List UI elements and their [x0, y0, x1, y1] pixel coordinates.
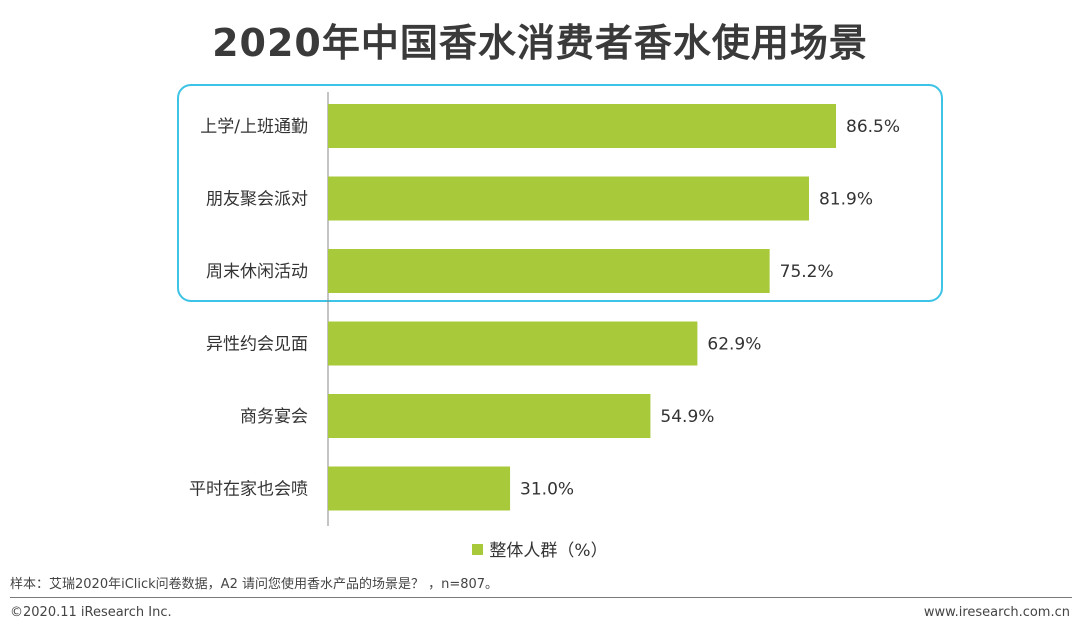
bar	[328, 249, 770, 293]
legend-swatch	[472, 544, 484, 555]
value-label: 75.2%	[780, 262, 834, 282]
value-label: 54.9%	[660, 407, 714, 427]
bar	[328, 104, 836, 148]
category-label: 平时在家也会喷	[189, 480, 308, 500]
chart-title: 2020年中国香水消费者香水使用场景	[212, 21, 868, 65]
website-text: www.iresearch.com.cn	[923, 605, 1070, 620]
legend-label: 整体人群（%）	[489, 541, 608, 561]
copyright-text: ©2020.11 iResearch Inc.	[10, 605, 172, 620]
bar-chart: 上学/上班通勤 86.5% 朋友聚会派对 81.9% 周末休闲活动 75.2% 异性约会见面…	[189, 92, 900, 526]
value-label: 81.9%	[819, 190, 873, 210]
value-label: 31.0%	[520, 480, 574, 500]
footer-divider	[10, 597, 1072, 598]
sample-note: 样本：艾瑞2020年iClick问卷数据，A2 请问您使用香水产品的场景是？ ，…	[10, 577, 499, 592]
category-label: 商务宴会	[240, 407, 308, 427]
highlight-box	[177, 84, 943, 302]
bar	[328, 176, 809, 221]
category-label: 朋友聚会派对	[206, 190, 308, 210]
value-label: 62.9%	[707, 335, 761, 355]
value-label: 86.5%	[846, 117, 900, 137]
bar	[328, 466, 511, 511]
category-label: 异性约会见面	[206, 335, 308, 355]
category-label: 周末休闲活动	[206, 262, 308, 282]
category-label: 上学/上班通勤	[200, 117, 308, 137]
bar	[328, 321, 698, 366]
legend: 整体人群（%）	[0, 536, 1080, 561]
bar	[328, 394, 651, 438]
